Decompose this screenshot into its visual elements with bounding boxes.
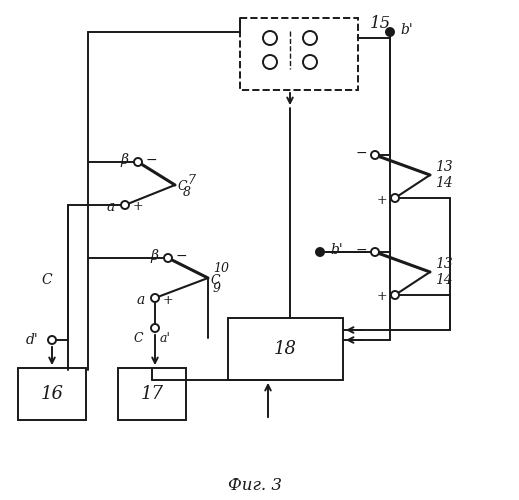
Text: β: β (150, 249, 158, 263)
Text: d': d' (25, 333, 38, 347)
Text: 9: 9 (213, 282, 221, 294)
Text: 16: 16 (40, 385, 63, 403)
Text: a: a (107, 200, 115, 214)
Text: b': b' (330, 243, 343, 257)
Text: C: C (42, 273, 52, 287)
Text: Фиг. 3: Фиг. 3 (228, 478, 282, 494)
Circle shape (164, 254, 172, 262)
Text: C: C (178, 180, 188, 194)
Text: C: C (211, 274, 221, 286)
Text: 8: 8 (183, 186, 191, 200)
Circle shape (391, 291, 399, 299)
Circle shape (391, 194, 399, 202)
Text: β: β (120, 153, 128, 167)
Circle shape (48, 336, 56, 344)
Text: C: C (133, 332, 143, 344)
Circle shape (263, 31, 277, 45)
Circle shape (303, 31, 317, 45)
Circle shape (371, 151, 379, 159)
Circle shape (151, 324, 159, 332)
Circle shape (386, 28, 394, 36)
Bar (228, 318, 343, 380)
Text: 14: 14 (435, 273, 453, 287)
Text: −: − (356, 146, 367, 160)
Text: b': b' (400, 23, 413, 37)
Circle shape (316, 248, 324, 256)
Text: a: a (136, 293, 145, 307)
Bar (118, 368, 186, 420)
Text: 17: 17 (141, 385, 163, 403)
Text: 18: 18 (274, 340, 296, 358)
Circle shape (303, 55, 317, 69)
Text: a': a' (160, 332, 171, 344)
Text: 14: 14 (435, 176, 453, 190)
Text: 10: 10 (213, 262, 229, 274)
Text: +: + (376, 194, 387, 206)
Text: +: + (163, 294, 174, 306)
Text: −: − (146, 153, 158, 167)
Circle shape (263, 55, 277, 69)
Circle shape (371, 248, 379, 256)
Text: 7: 7 (187, 174, 195, 186)
Text: +: + (133, 200, 144, 213)
Circle shape (134, 158, 142, 166)
Bar (18, 368, 86, 420)
Circle shape (151, 294, 159, 302)
Text: 13: 13 (435, 257, 453, 271)
Circle shape (121, 201, 129, 209)
Text: 13: 13 (435, 160, 453, 174)
Text: −: − (356, 243, 367, 257)
Text: +: + (376, 290, 387, 304)
Bar (240, 18, 358, 90)
Text: −: − (176, 249, 188, 263)
Text: 15: 15 (370, 15, 391, 32)
